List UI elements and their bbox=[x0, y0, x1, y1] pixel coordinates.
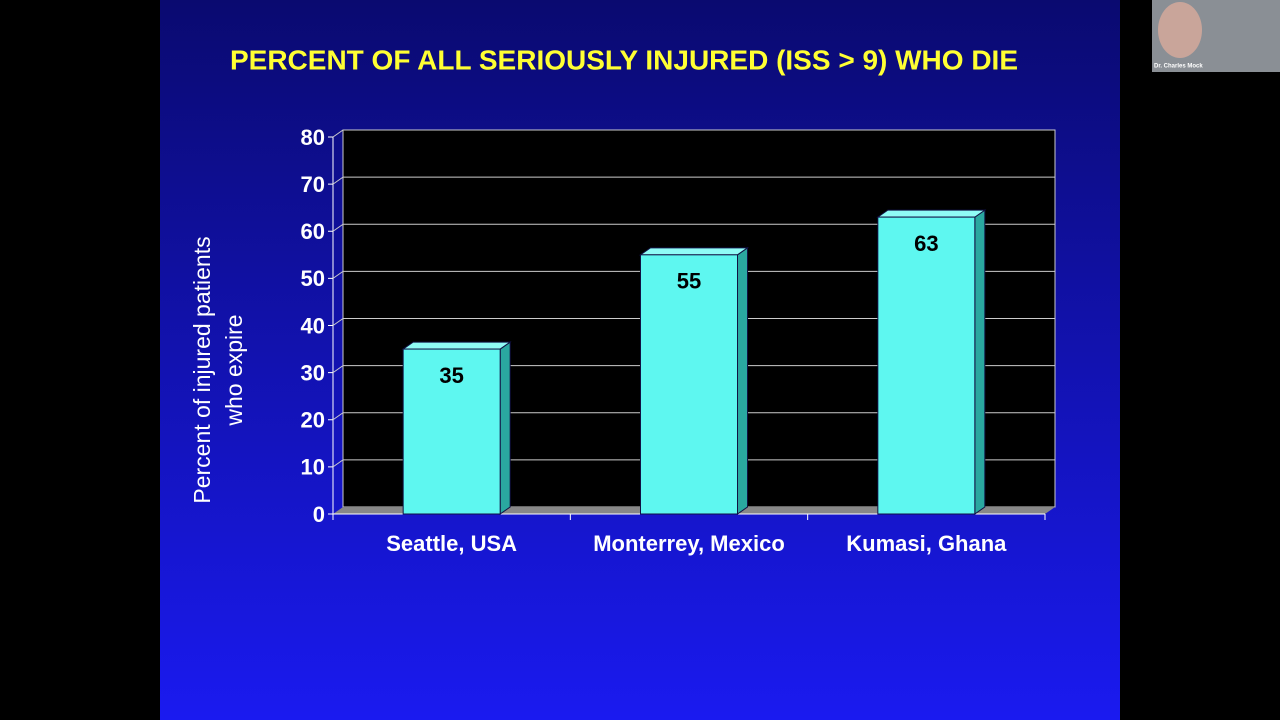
grid-line-diag bbox=[332, 176, 344, 185]
y-tick-label: 0 bbox=[313, 502, 325, 527]
y-tick-label: 80 bbox=[301, 125, 325, 150]
grid-line-diag bbox=[332, 318, 344, 326]
bar-top bbox=[401, 341, 512, 350]
bar-side bbox=[974, 209, 986, 515]
y-tick-label: 70 bbox=[301, 172, 325, 197]
bar-top bbox=[876, 209, 987, 218]
presenter-face bbox=[1158, 2, 1202, 58]
y-tick-label: 40 bbox=[301, 313, 325, 338]
bar-side bbox=[737, 246, 748, 515]
chart-title: PERCENT OF ALL SERIOUSLY INJURED (ISS > … bbox=[230, 44, 1018, 75]
grid-line-diag bbox=[332, 270, 344, 279]
grid-line-diag bbox=[332, 365, 344, 374]
value-label: 63 bbox=[914, 231, 938, 256]
x-tick-label: Monterrey, Mexico bbox=[593, 531, 785, 556]
y-tick-label: 50 bbox=[301, 266, 325, 291]
x-tick-label: Kumasi, Ghana bbox=[846, 531, 1007, 556]
value-label: 35 bbox=[439, 363, 463, 388]
grid-line-diag bbox=[332, 412, 344, 421]
bar-side bbox=[499, 341, 511, 515]
y-tick-label: 60 bbox=[301, 219, 325, 244]
grid-line-diag bbox=[332, 223, 344, 232]
y-tick-label: 30 bbox=[301, 360, 325, 385]
bar bbox=[877, 216, 976, 515]
bar-top bbox=[638, 247, 750, 256]
y-tick-label: 20 bbox=[301, 408, 325, 433]
bar bbox=[402, 348, 501, 515]
grid-line-diag bbox=[332, 459, 344, 468]
bar bbox=[640, 254, 738, 515]
y-tick-label: 10 bbox=[301, 455, 325, 480]
y-axis-label: Percent of injured patients who expire bbox=[189, 236, 247, 504]
x-tick-label: Seattle, USA bbox=[386, 531, 517, 556]
presenter-name: Dr. Charles Mock bbox=[1154, 64, 1203, 70]
value-label: 55 bbox=[677, 269, 701, 294]
grid-line-diag bbox=[332, 129, 344, 138]
